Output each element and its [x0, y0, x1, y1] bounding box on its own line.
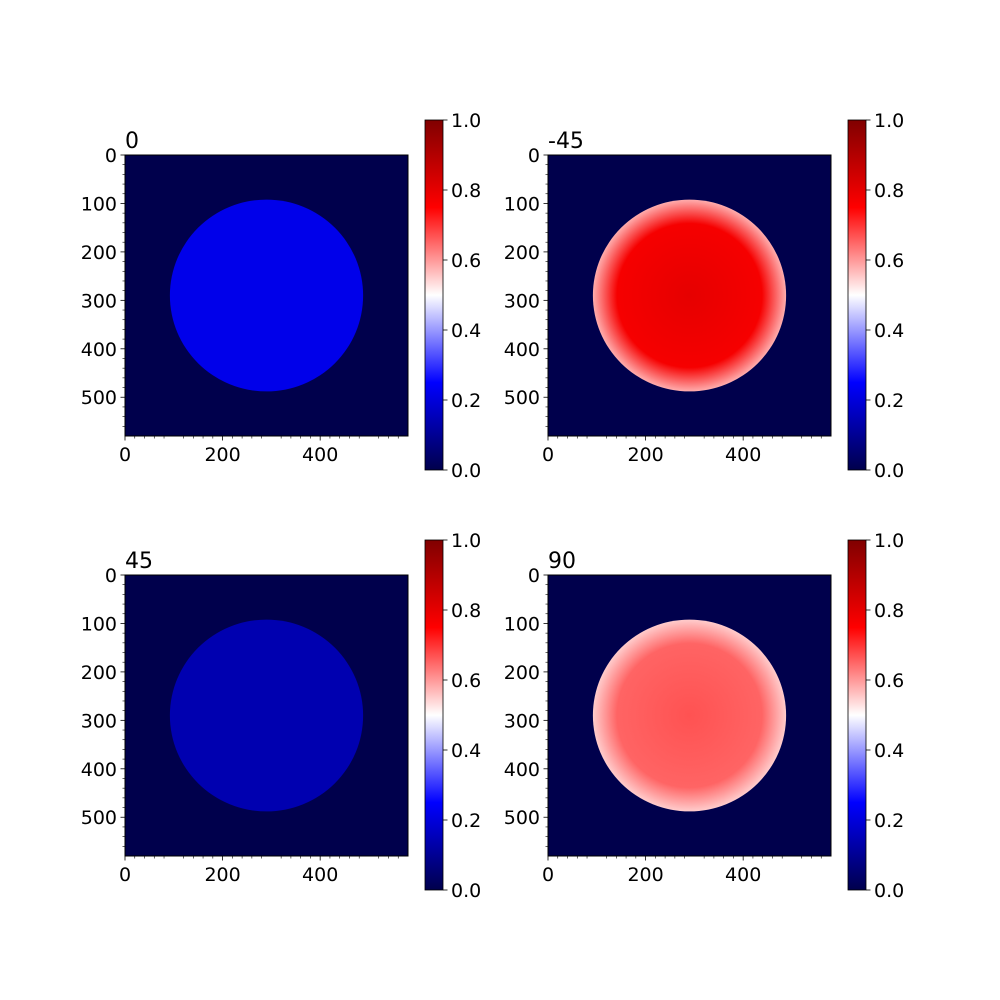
colorbar-tick-label: 0.4 — [874, 740, 904, 762]
y-tick-label: 300 — [81, 290, 117, 312]
y-tick-label: 200 — [504, 242, 540, 264]
colorbar-tick-label: 0.6 — [874, 670, 904, 692]
colorbar-tick-label: 0.0 — [874, 460, 904, 482]
colorbar-tick-label: 0.0 — [451, 460, 481, 482]
colorbar-tick-label: 1.0 — [874, 530, 904, 552]
colorbar-tick-label: 1.0 — [451, 110, 481, 132]
colorbar-tick-label: 0.0 — [451, 880, 481, 902]
subplot-title: 90 — [548, 549, 576, 574]
colorbar-tick-label: 0.8 — [451, 600, 481, 622]
x-tick-label: 0 — [542, 864, 554, 886]
y-tick-label: 400 — [81, 339, 117, 361]
y-tick-label: 100 — [81, 193, 117, 215]
x-tick-label: 400 — [302, 444, 338, 466]
colorbar-bar — [847, 539, 867, 891]
subplot-2: 0 200 400 0 100 200 300 400 500 45 0.0 0.2 0.4 0.6 0.8… — [81, 530, 481, 902]
y-tick-label: 100 — [504, 193, 540, 215]
heatmap-disk — [592, 199, 787, 392]
axes-frame — [124, 574, 409, 857]
y-tick-label: 0 — [528, 565, 540, 587]
y-tick-label: 400 — [81, 759, 117, 781]
colorbar-tick-label: 0.8 — [874, 600, 904, 622]
colorbar-tick-label: 0.4 — [451, 320, 481, 342]
x-tick-label: 200 — [627, 864, 663, 886]
y-tick-label: 500 — [81, 807, 117, 829]
heatmap-disk — [169, 619, 364, 812]
y-tick-label: 500 — [81, 387, 117, 409]
x-tick-label: 200 — [627, 444, 663, 466]
colorbar-bar — [424, 539, 444, 891]
y-tick-label: 300 — [504, 710, 540, 732]
colorbar-tick-label: 0.0 — [874, 880, 904, 902]
colorbar-bar — [424, 119, 444, 471]
subplot-1: 0 200 4000100200300400500-450.00.20.40.60.… — [504, 110, 904, 482]
y-tick-label: 200 — [81, 242, 117, 264]
colorbar-tick-label: 0.4 — [451, 740, 481, 762]
subplot-0: 0 200 400 0 100 200 300 400 500 0 0.0 0.2 0.4 0.6 0.8 1… — [81, 110, 481, 482]
colorbar-tick-label: 0.2 — [451, 810, 481, 832]
x-tick-label: 400 — [725, 864, 761, 886]
x-tick-label: 400 — [725, 444, 761, 466]
heatmap-disk — [592, 619, 787, 812]
y-tick-label: 200 — [504, 662, 540, 684]
axes-frame — [547, 154, 832, 437]
heatmap-disk — [169, 199, 364, 392]
x-tick-label: 0 — [119, 444, 131, 466]
x-tick-label: 200 — [204, 864, 240, 886]
y-tick-label: 400 — [504, 339, 540, 361]
colorbar: 0.0 0.2 0.4 0.6 0.8 1.0 — [847, 530, 904, 902]
y-tick-label: 0 — [105, 565, 117, 587]
colorbar: 0.0 0.2 0.4 0.6 0.8 1.0 — [424, 110, 481, 482]
colorbar-tick-label: 0.8 — [451, 180, 481, 202]
colorbar: 0.0 0.2 0.4 0.6 0.8 1.0 — [424, 530, 481, 902]
y-tick-label: 300 — [504, 290, 540, 312]
colorbar-tick-label: 1.0 — [451, 530, 481, 552]
colorbar-bar — [847, 119, 867, 471]
y-tick-label: 0 — [528, 145, 540, 167]
y-tick-label: 300 — [81, 710, 117, 732]
colorbar-tick-label: 1.0 — [874, 110, 904, 132]
y-tick-label: 500 — [504, 387, 540, 409]
colorbar-tick-label: 0.2 — [874, 810, 904, 832]
subplot-title: 0 — [125, 129, 139, 154]
colorbar-tick-label: 0.6 — [451, 670, 481, 692]
x-tick-label: 0 — [542, 444, 554, 466]
y-tick-label: 100 — [504, 613, 540, 635]
subplot-title: -45 — [548, 129, 584, 154]
colorbar-tick-label: 0.6 — [874, 250, 904, 272]
colorbar-tick-label: 0.8 — [874, 180, 904, 202]
y-tick-label: 400 — [504, 759, 540, 781]
x-tick-label: 400 — [302, 864, 338, 886]
colorbar-tick-label: 0.4 — [874, 320, 904, 342]
y-tick-label: 200 — [81, 662, 117, 684]
colorbar-tick-label: 0.6 — [451, 250, 481, 272]
colorbar: 0.0 0.2 0.4 0.6 0.8 1.0 — [847, 110, 904, 482]
axes-frame — [124, 154, 409, 437]
subplot-title: 45 — [125, 549, 153, 574]
y-tick-label: 100 — [81, 613, 117, 635]
colorbar-tick-label: 0.2 — [451, 390, 481, 412]
y-tick-label: 0 — [105, 145, 117, 167]
x-tick-label: 200 — [204, 444, 240, 466]
x-tick-label: 0 — [119, 864, 131, 886]
colorbar-tick-label: 0.2 — [874, 390, 904, 412]
axes-frame — [547, 574, 832, 857]
y-tick-label: 500 — [504, 807, 540, 829]
subplot-3: 0 200 400 0 100 200 300 400 500 90 0.0 0.2 0.4 0.6 0.8… — [504, 530, 904, 902]
